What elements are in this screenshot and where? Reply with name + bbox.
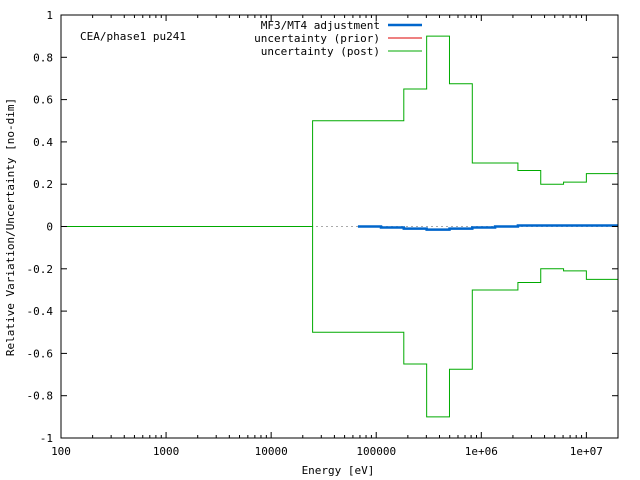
y-tick-label: -0.4 [27,305,54,318]
annotation: CEA/phase1 pu241 [80,30,186,43]
y-axis-label: Relative Variation/Uncertainty [no-dim] [4,98,17,356]
y-tick-label: 1 [46,9,53,22]
y-tick-label: 0.4 [33,136,53,149]
y-tick-label: -0.6 [27,347,54,360]
x-tick-label: 10000 [255,445,288,458]
x-tick-label: 1000 [153,445,180,458]
y-tick-label: -1 [40,432,53,445]
y-tick-label: 0 [46,221,53,234]
x-tick-label: 100 [51,445,71,458]
legend-label: uncertainty (post) [261,45,380,58]
series-post-lower-line [61,226,618,418]
series-layer [61,35,618,418]
series-post-upper-line [61,35,618,227]
y-tick-label: 0.6 [33,94,53,107]
legend-label: uncertainty (prior) [254,32,380,45]
legend-label: MF3/MT4 adjustment [261,19,380,32]
y-tick-label: 0.8 [33,51,53,64]
series-adjustment-line [357,224,618,231]
x-tick-label: 100000 [356,445,396,458]
y-tick-label: -0.2 [27,263,54,276]
x-axis-label: Energy [eV] [302,464,375,477]
x-tick-label: 1e+06 [465,445,498,458]
y-tick-label: 0.2 [33,178,53,191]
y-tick-label: -0.8 [27,390,54,403]
x-tick-label: 1e+07 [570,445,603,458]
